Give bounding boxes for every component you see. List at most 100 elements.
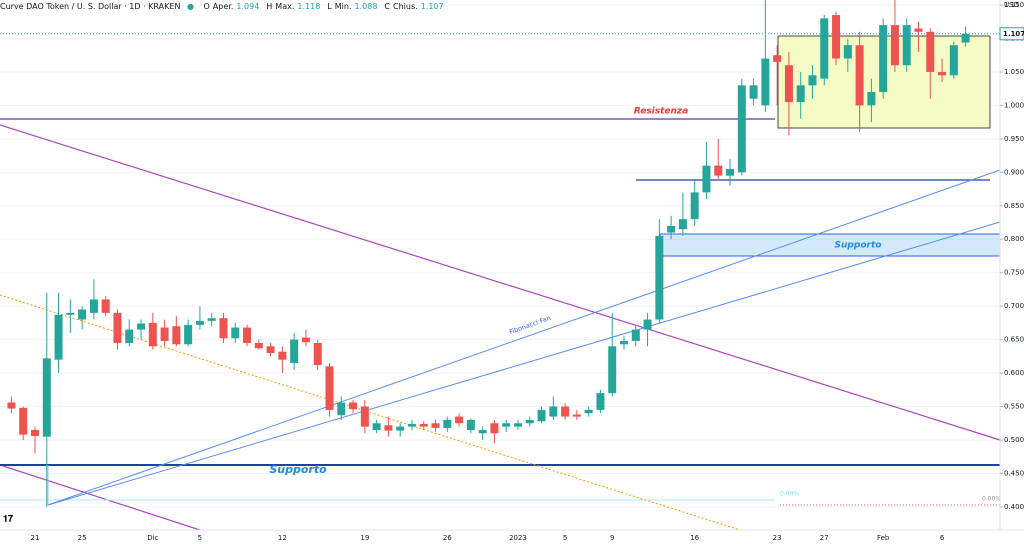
candle-body — [855, 45, 864, 106]
candle-body — [466, 419, 475, 430]
annotation: 0.00% — [982, 496, 1001, 503]
candle-body — [219, 318, 228, 339]
y-tick-label: 0.900 — [1004, 168, 1024, 176]
ohlc-value: 1.088 — [354, 2, 378, 11]
candle-body — [867, 92, 876, 106]
ohlc-label: Chius. — [393, 2, 418, 11]
candle-body — [54, 314, 63, 360]
candle-body — [537, 409, 546, 422]
y-tick-label: 0.650 — [1004, 336, 1024, 344]
candle-body — [714, 165, 723, 176]
ohlc-key: O — [203, 2, 210, 11]
candle-body — [148, 322, 157, 347]
candle-body — [572, 414, 581, 417]
candle-body — [125, 329, 134, 343]
ohlc-label: Max. — [275, 2, 295, 11]
ohlc-label: Aper. — [212, 2, 234, 11]
legend-header: Curve DAO Token / U. S. Dollar · 1D · KR… — [0, 2, 448, 11]
x-tick-label: 6 — [940, 534, 945, 542]
trend-line — [0, 294, 741, 531]
candle-body — [360, 406, 369, 427]
candle-body — [513, 423, 522, 427]
candle-body — [784, 65, 793, 103]
trend-line — [0, 124, 1001, 441]
candle-body — [66, 312, 75, 315]
y-tick-label: 0.800 — [1004, 235, 1024, 243]
candle-body — [396, 426, 405, 431]
candle-body — [195, 320, 204, 325]
candle-body — [137, 323, 146, 330]
candle-body — [608, 346, 617, 394]
ohlc-label: Min. — [334, 2, 352, 11]
fib-fan-line — [47, 221, 1001, 506]
y-tick-label: 0.500 — [1004, 436, 1024, 444]
candle-body — [301, 337, 310, 343]
candle-body — [678, 219, 687, 230]
candle-body — [938, 71, 947, 76]
ohlc-key: H — [266, 2, 273, 11]
candle-body — [890, 25, 899, 66]
x-tick-label: 16 — [690, 534, 699, 542]
candle-body — [832, 15, 841, 59]
x-tick-label: 5 — [563, 534, 567, 542]
candle-body — [431, 423, 440, 428]
candle-body — [372, 423, 381, 430]
candle-body — [207, 318, 216, 321]
ohlc-key: L — [327, 2, 332, 11]
last-price-box — [999, 27, 1024, 41]
candle-body — [325, 366, 334, 410]
x-tick-label: 19 — [360, 534, 369, 542]
candle-body — [419, 423, 428, 427]
y-tick-label: 1.050 — [1004, 68, 1024, 76]
candle-body — [313, 342, 322, 366]
candle-body — [726, 168, 735, 176]
candle-body — [455, 416, 464, 424]
ohlc-value: 1.107 — [420, 2, 444, 11]
candle-body — [702, 165, 711, 193]
candle-body — [7, 402, 16, 409]
y-tick-label: 1.150 — [1004, 1, 1024, 9]
x-tick-label: Dic — [147, 534, 158, 542]
candle-body — [631, 329, 640, 341]
candle-body — [761, 58, 770, 106]
candle-body — [266, 346, 275, 353]
candle-body — [160, 327, 169, 341]
annotation: Supporto — [269, 463, 327, 476]
ohlc: O Aper. 1.094 H Max. 1.118 L Min. 1.088 C Chius. 1.… — [201, 2, 448, 11]
candle-body — [89, 299, 98, 313]
x-tick-label: 27 — [820, 534, 829, 542]
ohlc-key: C — [384, 2, 391, 11]
candle-body — [961, 33, 970, 43]
candle-body — [808, 75, 817, 86]
x-tick-label: 21 — [31, 534, 40, 542]
candle-body — [796, 85, 805, 103]
x-tick-label: 2023 — [509, 534, 527, 542]
y-tick-label: 0.700 — [1004, 302, 1024, 310]
candle-body — [525, 419, 534, 424]
candle-body — [478, 429, 487, 434]
candle-body — [620, 340, 628, 345]
candle-body — [596, 393, 605, 410]
last-price-label: 1.107 — [1003, 30, 1024, 38]
candle-body — [384, 425, 393, 431]
symbol: Curve DAO Token / U. S. Dollar · 1D · KR… — [0, 2, 181, 11]
candle-body — [231, 327, 240, 339]
x-tick-label: Feb — [877, 534, 890, 542]
candle-body — [773, 55, 782, 62]
candle-body — [243, 327, 252, 343]
candle-body — [290, 339, 299, 364]
fib-fan-line — [47, 169, 1001, 506]
y-tick-label: 0.950 — [1004, 135, 1024, 143]
candle-body — [879, 25, 888, 93]
candle-body — [749, 85, 758, 99]
y-tick-label: 1.000 — [1004, 101, 1024, 109]
y-tick-label: 0.550 — [1004, 403, 1024, 411]
x-tick-label: 26 — [443, 534, 452, 542]
candle-body — [337, 402, 346, 416]
candle-body — [502, 423, 511, 427]
x-tick-label: 12 — [278, 534, 287, 542]
y-tick-label: 0.400 — [1004, 503, 1024, 511]
x-tick-label: 23 — [773, 534, 782, 542]
